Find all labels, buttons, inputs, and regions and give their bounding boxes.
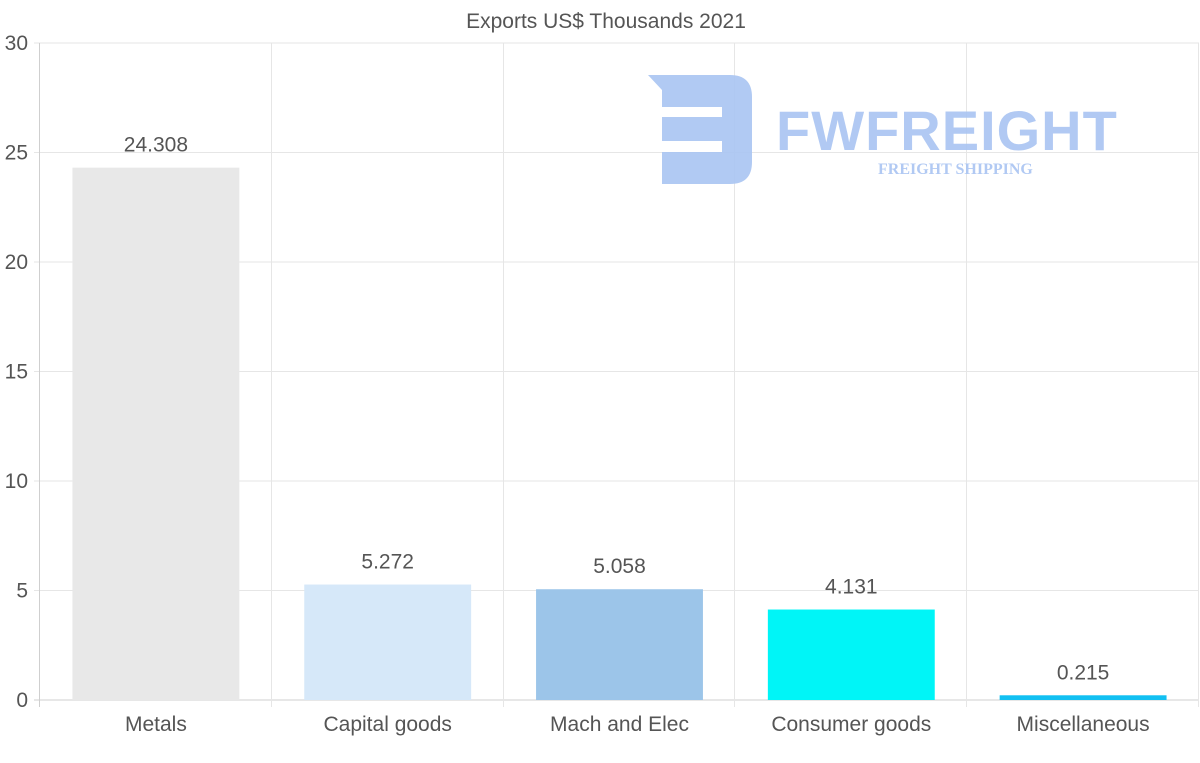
value-label: 4.131: [825, 576, 878, 599]
x-tick-label: Mach and Elec: [550, 713, 689, 736]
value-label: 0.215: [1057, 661, 1110, 684]
value-label: 5.272: [361, 551, 414, 574]
x-axis: Metals Capital goods Mach and Elec Consumer…: [125, 713, 1150, 736]
chart-title: Exports US$ Thousands 2021: [466, 10, 746, 33]
x-tick-label: Capital goods: [323, 713, 451, 736]
bar-metals: [72, 167, 240, 701]
x-tick-label: Metals: [125, 713, 187, 736]
watermark-name: FWFREIGHT: [776, 99, 1118, 162]
fwfreight-watermark: FWFREIGHT FREIGHT SHIPPING: [648, 75, 1118, 184]
x-tick-label: Miscellaneous: [1017, 713, 1150, 736]
y-tick-label: 10: [5, 470, 28, 493]
y-tick-label: 5: [16, 580, 28, 603]
value-labels: 24.308 5.272 5.058 4.131 0.215: [124, 134, 1110, 685]
bars: [72, 167, 1167, 701]
y-tick-label: 20: [5, 251, 28, 274]
y-tick-label: 0: [16, 689, 28, 712]
y-tick-label: 30: [5, 32, 28, 55]
value-label: 24.308: [124, 134, 188, 157]
bar-mach-and-elec: [536, 589, 703, 700]
y-axis: 0 5 10 15 20 25 30: [5, 32, 28, 712]
y-tick-label: 25: [5, 142, 28, 165]
y-tick-label: 15: [5, 361, 28, 384]
bar-capital-goods: [304, 584, 472, 700]
bar-consumer-goods: [767, 609, 935, 700]
x-tick-label: Consumer goods: [771, 713, 931, 736]
watermark-tagline: FREIGHT SHIPPING: [878, 161, 1033, 178]
bar-miscellaneous: [999, 695, 1167, 700]
fwfreight-logo-icon: [648, 75, 752, 184]
value-label: 5.058: [593, 555, 646, 578]
